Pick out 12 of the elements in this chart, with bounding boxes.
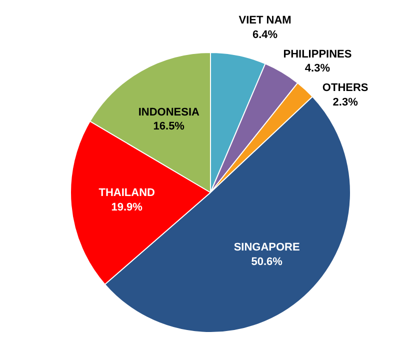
slice-label: INDONESIA bbox=[138, 106, 200, 118]
slice-label: OTHERS bbox=[322, 82, 368, 94]
slice-label: THAILAND bbox=[98, 186, 156, 199]
data-label: 50.6% bbox=[251, 256, 283, 268]
slice-label: PHILIPPINES bbox=[283, 48, 352, 60]
data-label: 2.3% bbox=[332, 96, 358, 108]
slice-label: VIET NAM bbox=[238, 14, 292, 27]
data-label: 16.5% bbox=[153, 120, 185, 133]
slice-label: SINGAPORE bbox=[234, 242, 300, 254]
data-label: 19.9% bbox=[111, 201, 143, 214]
data-label: 6.4% bbox=[252, 29, 278, 42]
data-label: 4.3% bbox=[304, 62, 330, 75]
